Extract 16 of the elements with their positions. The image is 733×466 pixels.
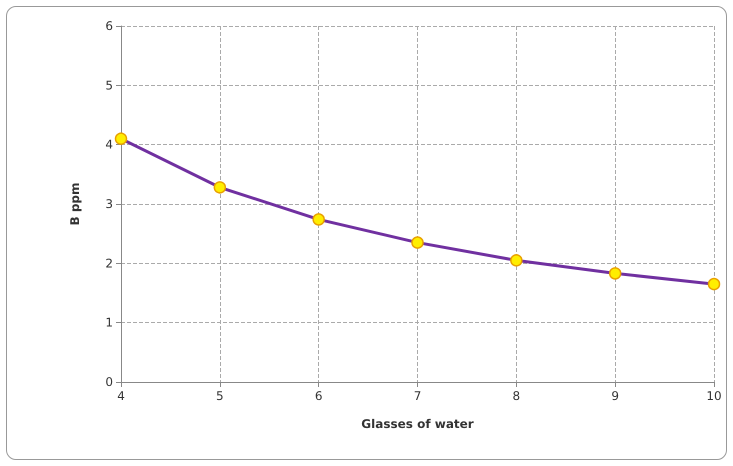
x-tick-label: 10 bbox=[706, 389, 722, 403]
x-tick-label: 5 bbox=[216, 389, 224, 403]
y-tick-label: 1 bbox=[105, 316, 113, 330]
x-tick-label: 8 bbox=[512, 389, 520, 403]
x-tick-label: 6 bbox=[314, 389, 322, 403]
x-tick-label: 9 bbox=[611, 389, 619, 403]
y-tick-label: 6 bbox=[105, 19, 113, 33]
y-tick-label: 3 bbox=[105, 197, 113, 211]
x-axis-title: Glasses of water bbox=[361, 417, 474, 431]
y-tick-label: 2 bbox=[105, 256, 113, 270]
y-tick-label: 5 bbox=[105, 78, 113, 92]
y-tick-label: 4 bbox=[105, 138, 113, 152]
y-tick-label: 0 bbox=[105, 375, 113, 389]
x-tick-label: 7 bbox=[414, 389, 422, 403]
x-tick-label: 4 bbox=[117, 389, 125, 403]
y-axis-title: B ppm bbox=[68, 182, 82, 226]
